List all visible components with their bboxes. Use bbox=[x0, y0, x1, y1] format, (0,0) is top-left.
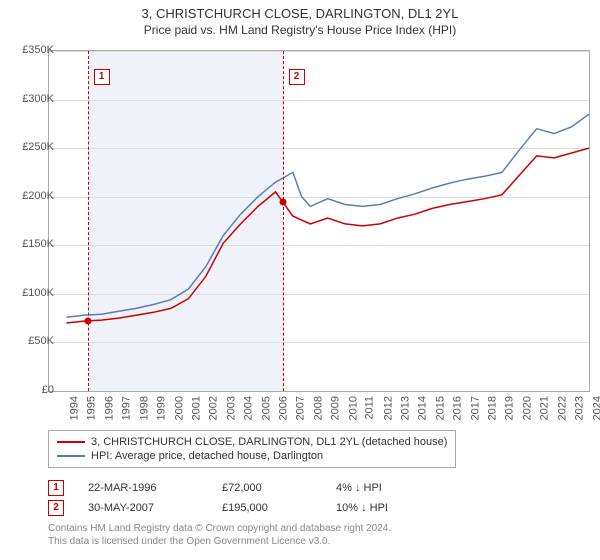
x-axis-label: 2002 bbox=[208, 396, 220, 420]
chart-lines bbox=[49, 51, 589, 391]
event-marker bbox=[279, 198, 286, 205]
x-axis-label: 2010 bbox=[347, 396, 359, 420]
x-axis-label: 2001 bbox=[190, 396, 202, 420]
x-axis-label: 2022 bbox=[556, 396, 568, 420]
series-line-0 bbox=[66, 148, 589, 323]
event-badge: 1 bbox=[94, 69, 110, 85]
footnote-line: This data is licensed under the Open Gov… bbox=[48, 535, 391, 548]
event-badge: 1 bbox=[48, 480, 64, 496]
x-axis-label: 1997 bbox=[121, 396, 133, 420]
x-axis-label: 2021 bbox=[539, 396, 551, 420]
x-axis-label: 2013 bbox=[399, 396, 411, 420]
x-axis-label: 2020 bbox=[521, 396, 533, 420]
chart-plot-area: 12 bbox=[48, 50, 590, 392]
y-axis-label: £200K bbox=[22, 190, 54, 202]
y-axis-label: £150K bbox=[22, 238, 54, 250]
series-line-1 bbox=[66, 114, 589, 317]
y-axis-label: £50K bbox=[28, 335, 54, 347]
x-axis-label: 2015 bbox=[434, 396, 446, 420]
y-axis-label: £0 bbox=[42, 384, 54, 396]
event-line bbox=[283, 51, 284, 391]
x-axis-label: 2024 bbox=[591, 396, 600, 420]
footnote-line: Contains HM Land Registry data © Crown c… bbox=[48, 522, 391, 535]
x-axis-label: 2011 bbox=[364, 396, 376, 420]
event-date: 22-MAR-1996 bbox=[88, 482, 198, 494]
event-delta: 4% ↓ HPI bbox=[336, 482, 382, 494]
x-axis-label: 1995 bbox=[86, 396, 98, 420]
y-axis-label: £350K bbox=[22, 44, 54, 56]
x-axis-label: 2019 bbox=[504, 396, 516, 420]
legend-item: HPI: Average price, detached house, Darl… bbox=[57, 449, 447, 463]
x-axis-label: 2005 bbox=[260, 396, 272, 420]
y-axis-label: £250K bbox=[22, 141, 54, 153]
x-axis-label: 2014 bbox=[417, 396, 429, 420]
event-delta: 10% ↓ HPI bbox=[336, 502, 388, 514]
x-axis-label: 2004 bbox=[243, 396, 255, 420]
x-axis-label: 2007 bbox=[295, 396, 307, 420]
x-axis-label: 1994 bbox=[68, 396, 80, 420]
x-axis-label: 1999 bbox=[156, 396, 168, 420]
event-row: 1 22-MAR-1996 £72,000 4% ↓ HPI bbox=[48, 478, 388, 498]
x-axis-label: 2018 bbox=[487, 396, 499, 420]
page-subtitle: Price paid vs. HM Land Registry's House … bbox=[0, 21, 600, 43]
event-line bbox=[88, 51, 89, 391]
event-badge: 2 bbox=[48, 500, 64, 516]
event-date: 30-MAY-2007 bbox=[88, 502, 198, 514]
x-axis-label: 2008 bbox=[312, 396, 324, 420]
x-axis-label: 2006 bbox=[278, 396, 290, 420]
legend-swatch bbox=[57, 441, 85, 443]
legend-swatch bbox=[57, 455, 85, 457]
event-price: £72,000 bbox=[222, 482, 312, 494]
x-axis-label: 2000 bbox=[173, 396, 185, 420]
legend-item: 3, CHRISTCHURCH CLOSE, DARLINGTON, DL1 2… bbox=[57, 435, 447, 449]
legend: 3, CHRISTCHURCH CLOSE, DARLINGTON, DL1 2… bbox=[48, 430, 456, 468]
event-marker bbox=[84, 318, 91, 325]
event-badge: 2 bbox=[289, 69, 305, 85]
x-axis-label: 1996 bbox=[103, 396, 115, 420]
x-axis-label: 2023 bbox=[574, 396, 586, 420]
event-price: £195,000 bbox=[222, 502, 312, 514]
legend-label: HPI: Average price, detached house, Darl… bbox=[91, 450, 323, 462]
x-axis-label: 1998 bbox=[138, 396, 150, 420]
y-axis-label: £300K bbox=[22, 93, 54, 105]
x-axis-label: 2009 bbox=[330, 396, 342, 420]
x-axis-label: 2012 bbox=[382, 396, 394, 420]
x-axis-label: 2017 bbox=[469, 396, 481, 420]
y-axis-label: £100K bbox=[22, 287, 54, 299]
events-table: 1 22-MAR-1996 £72,000 4% ↓ HPI 2 30-MAY-2007 £… bbox=[48, 478, 388, 518]
x-axis-label: 2016 bbox=[452, 396, 464, 420]
legend-label: 3, CHRISTCHURCH CLOSE, DARLINGTON, DL1 2… bbox=[91, 436, 447, 448]
page-title: 3, CHRISTCHURCH CLOSE, DARLINGTON, DL1 2… bbox=[0, 0, 600, 21]
footnote: Contains HM Land Registry data © Crown c… bbox=[48, 522, 391, 548]
x-axis-label: 2003 bbox=[225, 396, 237, 420]
event-row: 2 30-MAY-2007 £195,000 10% ↓ HPI bbox=[48, 498, 388, 518]
